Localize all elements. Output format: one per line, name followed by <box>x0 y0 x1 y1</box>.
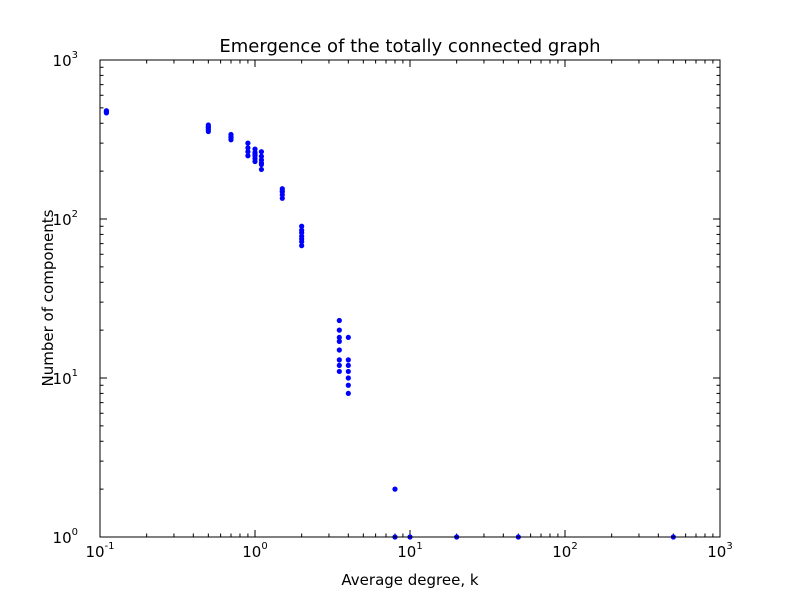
data-point <box>258 149 265 155</box>
axis-ticks <box>99 59 721 538</box>
tick-labels: 10-1 100 101 102 103 100 101 102 103 <box>53 50 733 561</box>
plot-frame <box>99 59 721 538</box>
data-point <box>258 166 265 173</box>
y-tick-label: 100 <box>53 527 78 547</box>
data-point <box>392 486 398 492</box>
x-tick-label: 100 <box>242 541 267 561</box>
data-point <box>299 243 305 249</box>
data-point <box>245 149 251 155</box>
data-point <box>336 362 342 369</box>
y-tick-label: 103 <box>53 50 78 70</box>
data-point <box>336 338 342 344</box>
data-point <box>228 133 234 140</box>
data-point <box>252 151 258 157</box>
data-point <box>336 327 342 333</box>
data-point <box>345 375 351 381</box>
data-point <box>245 140 251 146</box>
x-tick-label: 101 <box>397 541 422 561</box>
data-point <box>345 368 351 375</box>
data-point <box>299 227 305 233</box>
data-point <box>336 317 342 324</box>
x-tick-label: 10-1 <box>85 541 114 561</box>
data-point <box>336 368 342 375</box>
data-point <box>245 145 251 151</box>
data-point <box>205 124 211 130</box>
data-point <box>345 362 351 369</box>
y-axis-label: Number of components <box>39 209 57 386</box>
data-points <box>103 108 676 540</box>
data-point <box>299 239 305 245</box>
data-point <box>336 347 342 353</box>
data-point <box>258 160 265 166</box>
data-point <box>345 382 351 388</box>
data-point <box>299 223 305 229</box>
data-point <box>279 188 285 194</box>
data-point <box>345 357 351 363</box>
y-tick-label: 101 <box>53 368 78 388</box>
data-point <box>345 334 351 341</box>
data-point <box>279 195 285 201</box>
x-tick-label: 103 <box>707 541 732 561</box>
data-point <box>205 128 211 135</box>
data-point <box>245 153 251 159</box>
chart-title: Emergence of the totally connected graph <box>219 36 600 57</box>
y-tick-label: 102 <box>53 209 78 229</box>
data-point <box>258 153 265 159</box>
data-point <box>336 357 342 363</box>
data-point <box>336 334 342 341</box>
data-point <box>252 158 258 165</box>
data-point <box>103 108 110 115</box>
x-axis-label: Average degree, k <box>341 571 478 589</box>
data-point <box>345 390 351 397</box>
x-tick-label: 102 <box>552 541 577 561</box>
